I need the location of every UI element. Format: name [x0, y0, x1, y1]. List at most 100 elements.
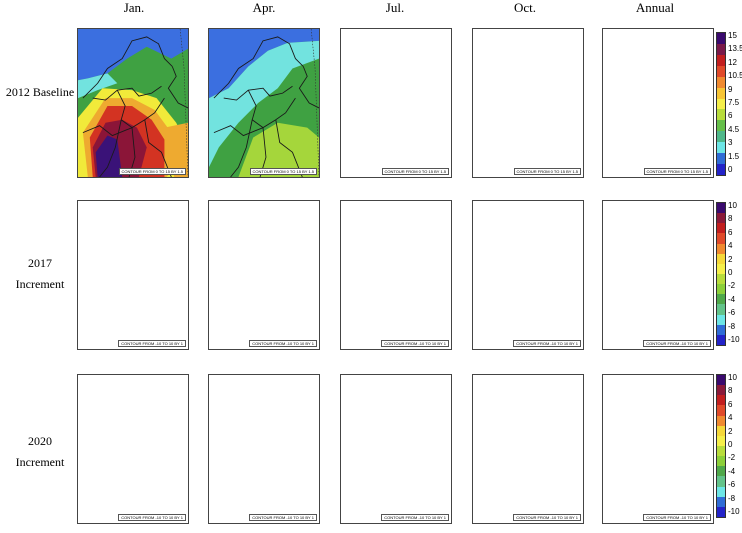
colorbar-tick-label: 6 [728, 111, 733, 121]
contour-note: CONTOUR FROM 0 TO 15 BY 1.5 [249, 168, 317, 175]
colorbar-segment [717, 131, 725, 143]
row-label-2017-line2: Increment [15, 277, 65, 291]
colorbar-segment [717, 375, 725, 386]
map-2017-annual: CONTOUR FROM -10 TO 10 BY 1 [602, 200, 714, 350]
colorbar-segment [717, 435, 725, 446]
province-border [213, 125, 264, 137]
row-label-2012: 2012 Baseline [0, 77, 80, 107]
colorbar-segment [717, 334, 725, 345]
colorbar-segment [717, 486, 725, 497]
colorbar-segment [717, 98, 725, 110]
contour-note: CONTOUR FROM -10 TO 10 BY 1 [118, 340, 186, 347]
colorbar-tick-label: 9 [728, 84, 733, 94]
colorbar-tick-label: -2 [728, 453, 736, 463]
boundary-line [310, 29, 319, 177]
colorbar-tick-label: 10.5 [728, 71, 742, 81]
colorbar-segment [717, 65, 725, 77]
colorbar-increment-2017 [716, 202, 726, 346]
colorbar-increment-2020 [716, 374, 726, 518]
colorbar-tick-label: -8 [728, 321, 736, 331]
contour-note: CONTOUR FROM -10 TO 10 BY 1 [643, 514, 711, 521]
colorbar-segment [717, 304, 725, 315]
colorbar-segment [717, 466, 725, 477]
colorbar-tick-label: 2 [728, 254, 733, 264]
province-border [82, 125, 133, 137]
colorbar-tick-label: 4.5 [728, 124, 740, 134]
colorbar-tick-label: 8 [728, 386, 733, 396]
colorbar-segment [717, 476, 725, 487]
colorbar-segment [717, 506, 725, 517]
colorbar-segment [717, 109, 725, 121]
colorbar-segment [717, 284, 725, 295]
boundary-line [179, 29, 188, 177]
province-border [144, 119, 172, 177]
row-label-2020: 2020 Increment [0, 426, 80, 470]
contour-note: CONTOUR FROM -10 TO 10 BY 1 [513, 340, 581, 347]
map-2012-apr: CONTOUR FROM 0 TO 15 BY 1.5 [208, 28, 320, 178]
province-border [223, 85, 293, 101]
colorbar-tick-label: -6 [728, 308, 736, 318]
colorbar-segment [717, 142, 725, 154]
province-border [275, 119, 303, 177]
province-border [298, 66, 319, 109]
map-2017-jul: CONTOUR FROM -10 TO 10 BY 1 [340, 200, 452, 350]
map-2020-annual: CONTOUR FROM -10 TO 10 BY 1 [602, 374, 714, 524]
colorbar-tick-label: 10 [728, 373, 737, 382]
colorbar-tick-label: 0 [728, 268, 733, 277]
colorbar-tick-label: -4 [728, 294, 736, 304]
map-2020-jan: CONTOUR FROM -10 TO 10 BY 1 [77, 374, 189, 524]
map-2020-jul: CONTOUR FROM -10 TO 10 BY 1 [340, 374, 452, 524]
colorbar-tick-label: 7.5 [728, 98, 740, 107]
colorbar-segment [717, 415, 725, 426]
colorbar-tick-label: 10 [728, 201, 737, 210]
map-2012-annual: CONTOUR FROM 0 TO 15 BY 1.5 [602, 28, 714, 178]
map-graphic [78, 29, 188, 177]
colorbar-segment [717, 87, 725, 99]
colorbar-segment [717, 233, 725, 244]
colorbar-segment [717, 33, 725, 44]
map-2020-apr: CONTOUR FROM -10 TO 10 BY 1 [208, 374, 320, 524]
colorbar-segment [717, 43, 725, 55]
colorbar-tick-label: 2 [728, 426, 733, 436]
colorbar-segment [717, 314, 725, 325]
map-2020-oct: CONTOUR FROM -10 TO 10 BY 1 [472, 374, 584, 524]
column-title-annual: Annual [635, 0, 675, 15]
map-graphic [209, 29, 319, 177]
colorbar-segment [717, 263, 725, 274]
colorbar-tick-label: 6 [728, 399, 733, 409]
colorbar-tick-label: 1.5 [728, 151, 740, 161]
colorbar-segment [717, 54, 725, 66]
colorbar-segment [717, 445, 725, 457]
colorbar-segment [717, 425, 725, 436]
map-2012-jan: CONTOUR FROM 0 TO 15 BY 1.5 [77, 28, 189, 178]
colorbar-segment [717, 273, 725, 285]
colorbar-tick-label: 8 [728, 214, 733, 224]
colorbar-tick-label: -2 [728, 281, 736, 291]
contour-note: CONTOUR FROM 0 TO 15 BY 1.5 [381, 168, 449, 175]
contour-note: CONTOUR FROM -10 TO 10 BY 1 [513, 514, 581, 521]
contour-note: CONTOUR FROM -10 TO 10 BY 1 [249, 340, 317, 347]
row-label-2020-line2: Increment [15, 455, 65, 469]
colorbar-tick-label: 3 [728, 138, 733, 148]
colorbar-tick-label: -10 [728, 507, 740, 516]
colorbar-segment [717, 213, 725, 224]
column-title-apr: Apr. [252, 0, 276, 15]
map-2012-oct: CONTOUR FROM 0 TO 15 BY 1.5 [472, 28, 584, 178]
colorbar-tick-label: 6 [728, 227, 733, 237]
row-label-2017-line1: 2017 [28, 256, 52, 270]
colorbar-segment [717, 324, 725, 335]
column-title-jan: Jan. [123, 0, 145, 15]
colorbar-tick-label: 4 [728, 241, 733, 251]
contour-note: CONTOUR FROM 0 TO 15 BY 1.5 [513, 168, 581, 175]
map-2017-oct: CONTOUR FROM -10 TO 10 BY 1 [472, 200, 584, 350]
colorbar-tick-label: -4 [728, 466, 736, 476]
province-border [230, 119, 253, 177]
colorbar-segment [717, 76, 725, 88]
colorbar-segment [717, 294, 725, 305]
map-2017-apr: CONTOUR FROM -10 TO 10 BY 1 [208, 200, 320, 350]
map-2017-jan: CONTOUR FROM -10 TO 10 BY 1 [77, 200, 189, 350]
column-title-jul: Jul. [385, 0, 405, 15]
contour-note: CONTOUR FROM 0 TO 15 BY 1.5 [118, 168, 186, 175]
contour-note: CONTOUR FROM -10 TO 10 BY 1 [381, 514, 449, 521]
colorbar-segment [717, 120, 725, 132]
